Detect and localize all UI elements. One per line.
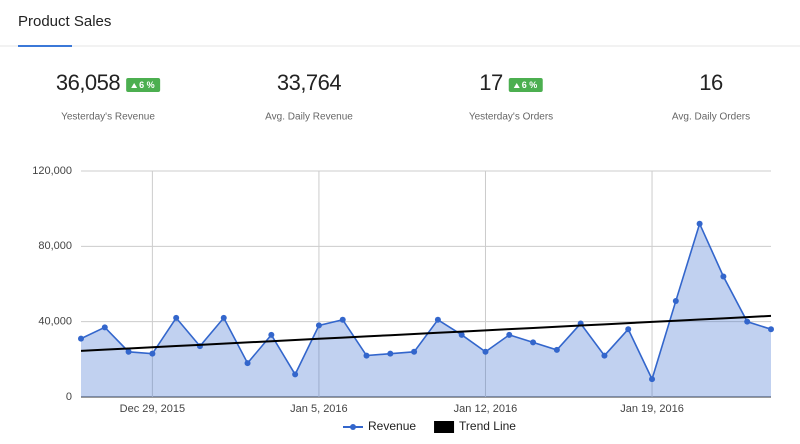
point bbox=[530, 339, 537, 346]
x-tick-label: Jan 12, 2016 bbox=[454, 403, 518, 415]
x-tick-label: Jan 5, 2016 bbox=[290, 403, 348, 415]
legend-label: Trend Line bbox=[459, 419, 516, 433]
point bbox=[744, 318, 751, 325]
series-line bbox=[80, 221, 772, 382]
kpi-badge bbox=[508, 78, 543, 92]
point bbox=[220, 314, 227, 321]
kpi-value: 16 bbox=[699, 70, 723, 95]
y-tick-label: 40,000 bbox=[38, 316, 72, 328]
point bbox=[696, 220, 703, 227]
point bbox=[125, 348, 132, 355]
legend-swatch bbox=[434, 421, 455, 433]
point bbox=[625, 326, 632, 333]
y-tick-label: 80,000 bbox=[38, 240, 72, 252]
badge-arrow bbox=[513, 83, 520, 88]
point bbox=[173, 314, 180, 321]
kpi-label: Avg. Daily Orders bbox=[672, 112, 750, 123]
kpi-row: 36,058 6 % Yesterday's Revenue 33,764 Avg. D… bbox=[56, 70, 750, 123]
legend-label: Revenue bbox=[368, 419, 416, 433]
kpi-badge bbox=[126, 78, 161, 92]
point bbox=[101, 324, 108, 331]
point bbox=[434, 316, 441, 323]
legend-dot bbox=[350, 424, 356, 430]
point bbox=[149, 350, 156, 357]
point bbox=[458, 331, 465, 338]
point bbox=[387, 350, 394, 357]
kpi-value: 17 bbox=[479, 70, 503, 95]
point bbox=[411, 348, 418, 355]
point bbox=[268, 331, 275, 338]
x-tick-label: Jan 19, 2016 bbox=[620, 403, 684, 415]
point bbox=[672, 297, 679, 304]
point bbox=[553, 346, 560, 353]
point bbox=[601, 352, 608, 359]
kpi-value: 36,058 bbox=[56, 70, 121, 95]
point bbox=[768, 326, 774, 333]
badge-arrow bbox=[131, 83, 138, 88]
y-tick-label: 0 bbox=[66, 391, 72, 403]
point bbox=[482, 348, 489, 355]
point bbox=[506, 331, 513, 338]
badge-text: 6 % bbox=[139, 80, 155, 90]
point bbox=[244, 360, 251, 367]
kpi-label: Avg. Daily Revenue bbox=[265, 112, 353, 123]
x-tick-label: Dec 29, 2015 bbox=[120, 403, 185, 415]
point bbox=[339, 316, 346, 323]
page-title: Product Sales bbox=[18, 13, 111, 30]
kpi-label: Yesterday's Revenue bbox=[61, 112, 155, 123]
chart: 0 40,000 80,000 120,000 Dec 29, 2015 Jan 5, 2… bbox=[32, 165, 774, 433]
area bbox=[81, 223, 771, 397]
point bbox=[78, 335, 84, 342]
badge-text: 6 % bbox=[522, 80, 538, 90]
kpi-value: 33,764 bbox=[277, 70, 342, 95]
point bbox=[720, 273, 727, 280]
kpi-label: Yesterday's Orders bbox=[469, 112, 553, 123]
y-tick-label: 120,000 bbox=[32, 165, 72, 177]
series-line bbox=[80, 314, 772, 352]
point bbox=[649, 376, 656, 383]
point bbox=[363, 352, 370, 359]
point bbox=[292, 371, 299, 378]
point bbox=[315, 322, 322, 329]
